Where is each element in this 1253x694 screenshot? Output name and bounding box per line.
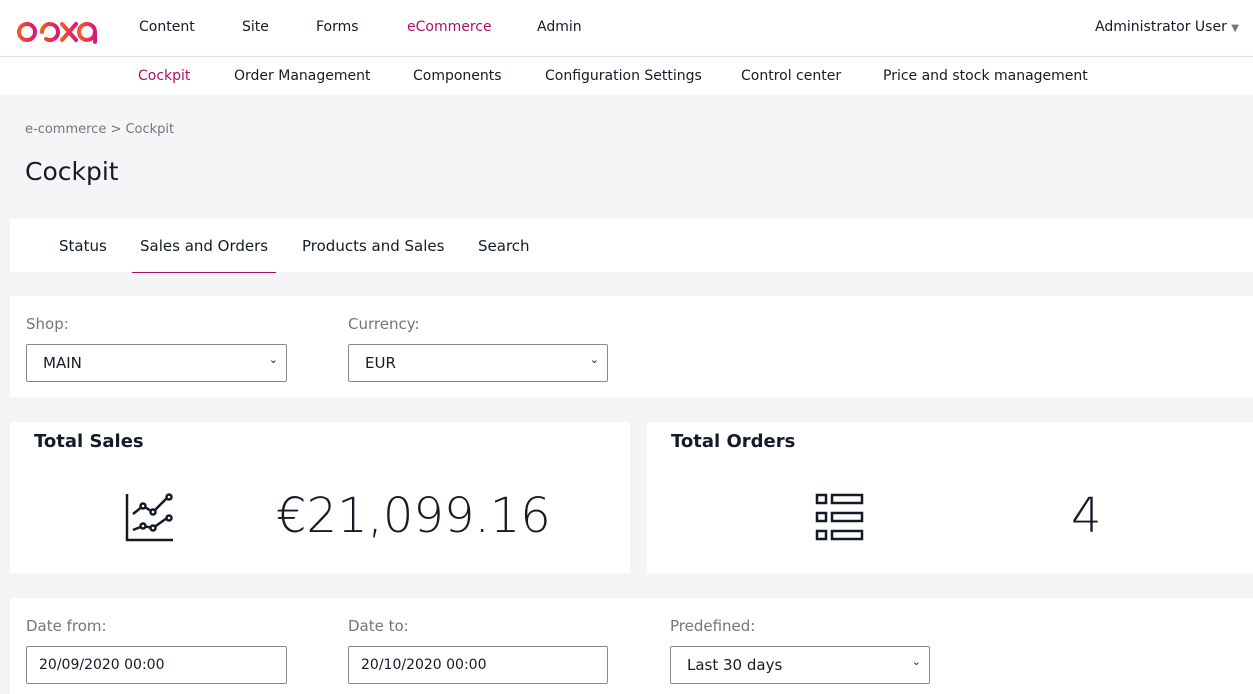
nav-ecommerce[interactable]: eCommerce	[407, 19, 492, 35]
subnav-control-center[interactable]: Control center	[741, 68, 842, 84]
sub-nav: Cockpit Order Management Components Conf…	[0, 57, 1253, 95]
subnav-price-stock[interactable]: Price and stock management	[883, 68, 1088, 84]
nav-admin[interactable]: Admin	[537, 19, 582, 35]
user-menu[interactable]: Administrator User ▼	[1095, 19, 1239, 35]
ibexa-logo[interactable]	[10, 14, 100, 44]
nav-content[interactable]: Content	[139, 19, 195, 35]
currency-label: Currency:	[348, 315, 420, 333]
total-sales-value: €21,099.16	[276, 488, 551, 544]
total-orders-card: Total Orders 4	[647, 422, 1253, 573]
filter-panel: Shop: MAIN ⌄ Currency: EUR ⌄	[10, 296, 1253, 397]
date-to-label: Date to:	[348, 617, 409, 635]
user-name: Administrator User	[1095, 19, 1227, 35]
shop-label: Shop:	[26, 315, 69, 333]
nav-forms[interactable]: Forms	[316, 19, 359, 35]
tab-search[interactable]: Search	[478, 237, 530, 255]
date-from-input[interactable]: 20/09/2020 00:00	[26, 646, 287, 684]
chevron-down-icon: ⌄	[589, 353, 599, 366]
date-from-label: Date from:	[26, 617, 107, 635]
tab-bar: Status Sales and Orders Products and Sal…	[10, 219, 1253, 273]
total-orders-title: Total Orders	[671, 431, 796, 452]
caret-down-icon: ▼	[1231, 23, 1239, 34]
top-bar: Content Site Forms eCommerce Admin Admin…	[0, 0, 1253, 57]
chevron-down-icon: ⌄	[911, 655, 921, 668]
subnav-components[interactable]: Components	[413, 68, 502, 84]
predefined-value: Last 30 days	[687, 656, 783, 674]
total-sales-card: Total Sales €21,099.16	[10, 422, 630, 573]
total-orders-value: 4	[1071, 488, 1102, 544]
chevron-down-icon: ⌄	[268, 353, 278, 366]
total-sales-title: Total Sales	[34, 431, 144, 452]
shop-select[interactable]: MAIN ⌄	[26, 344, 287, 382]
shop-value: MAIN	[43, 354, 82, 372]
tab-sales-and-orders[interactable]: Sales and Orders	[132, 237, 277, 273]
chart-line-icon	[125, 493, 173, 542]
list-icon	[815, 493, 864, 541]
tab-products-and-sales[interactable]: Products and Sales	[302, 237, 445, 255]
subnav-cockpit[interactable]: Cockpit	[138, 68, 191, 84]
currency-value: EUR	[365, 354, 396, 372]
date-to-input[interactable]: 20/10/2020 00:00	[348, 646, 608, 684]
nav-site[interactable]: Site	[242, 19, 269, 35]
page-title: Cockpit	[25, 157, 119, 186]
predefined-select[interactable]: Last 30 days ⌄	[670, 646, 930, 684]
tab-status[interactable]: Status	[59, 237, 107, 255]
subnav-order-management[interactable]: Order Management	[234, 68, 371, 84]
currency-select[interactable]: EUR ⌄	[348, 344, 608, 382]
predefined-label: Predefined:	[670, 617, 756, 635]
breadcrumb[interactable]: e-commerce > Cockpit	[25, 122, 175, 137]
date-panel: Date from: 20/09/2020 00:00 Date to: 20/…	[10, 598, 1253, 694]
subnav-configuration-settings[interactable]: Configuration Settings	[545, 68, 702, 84]
